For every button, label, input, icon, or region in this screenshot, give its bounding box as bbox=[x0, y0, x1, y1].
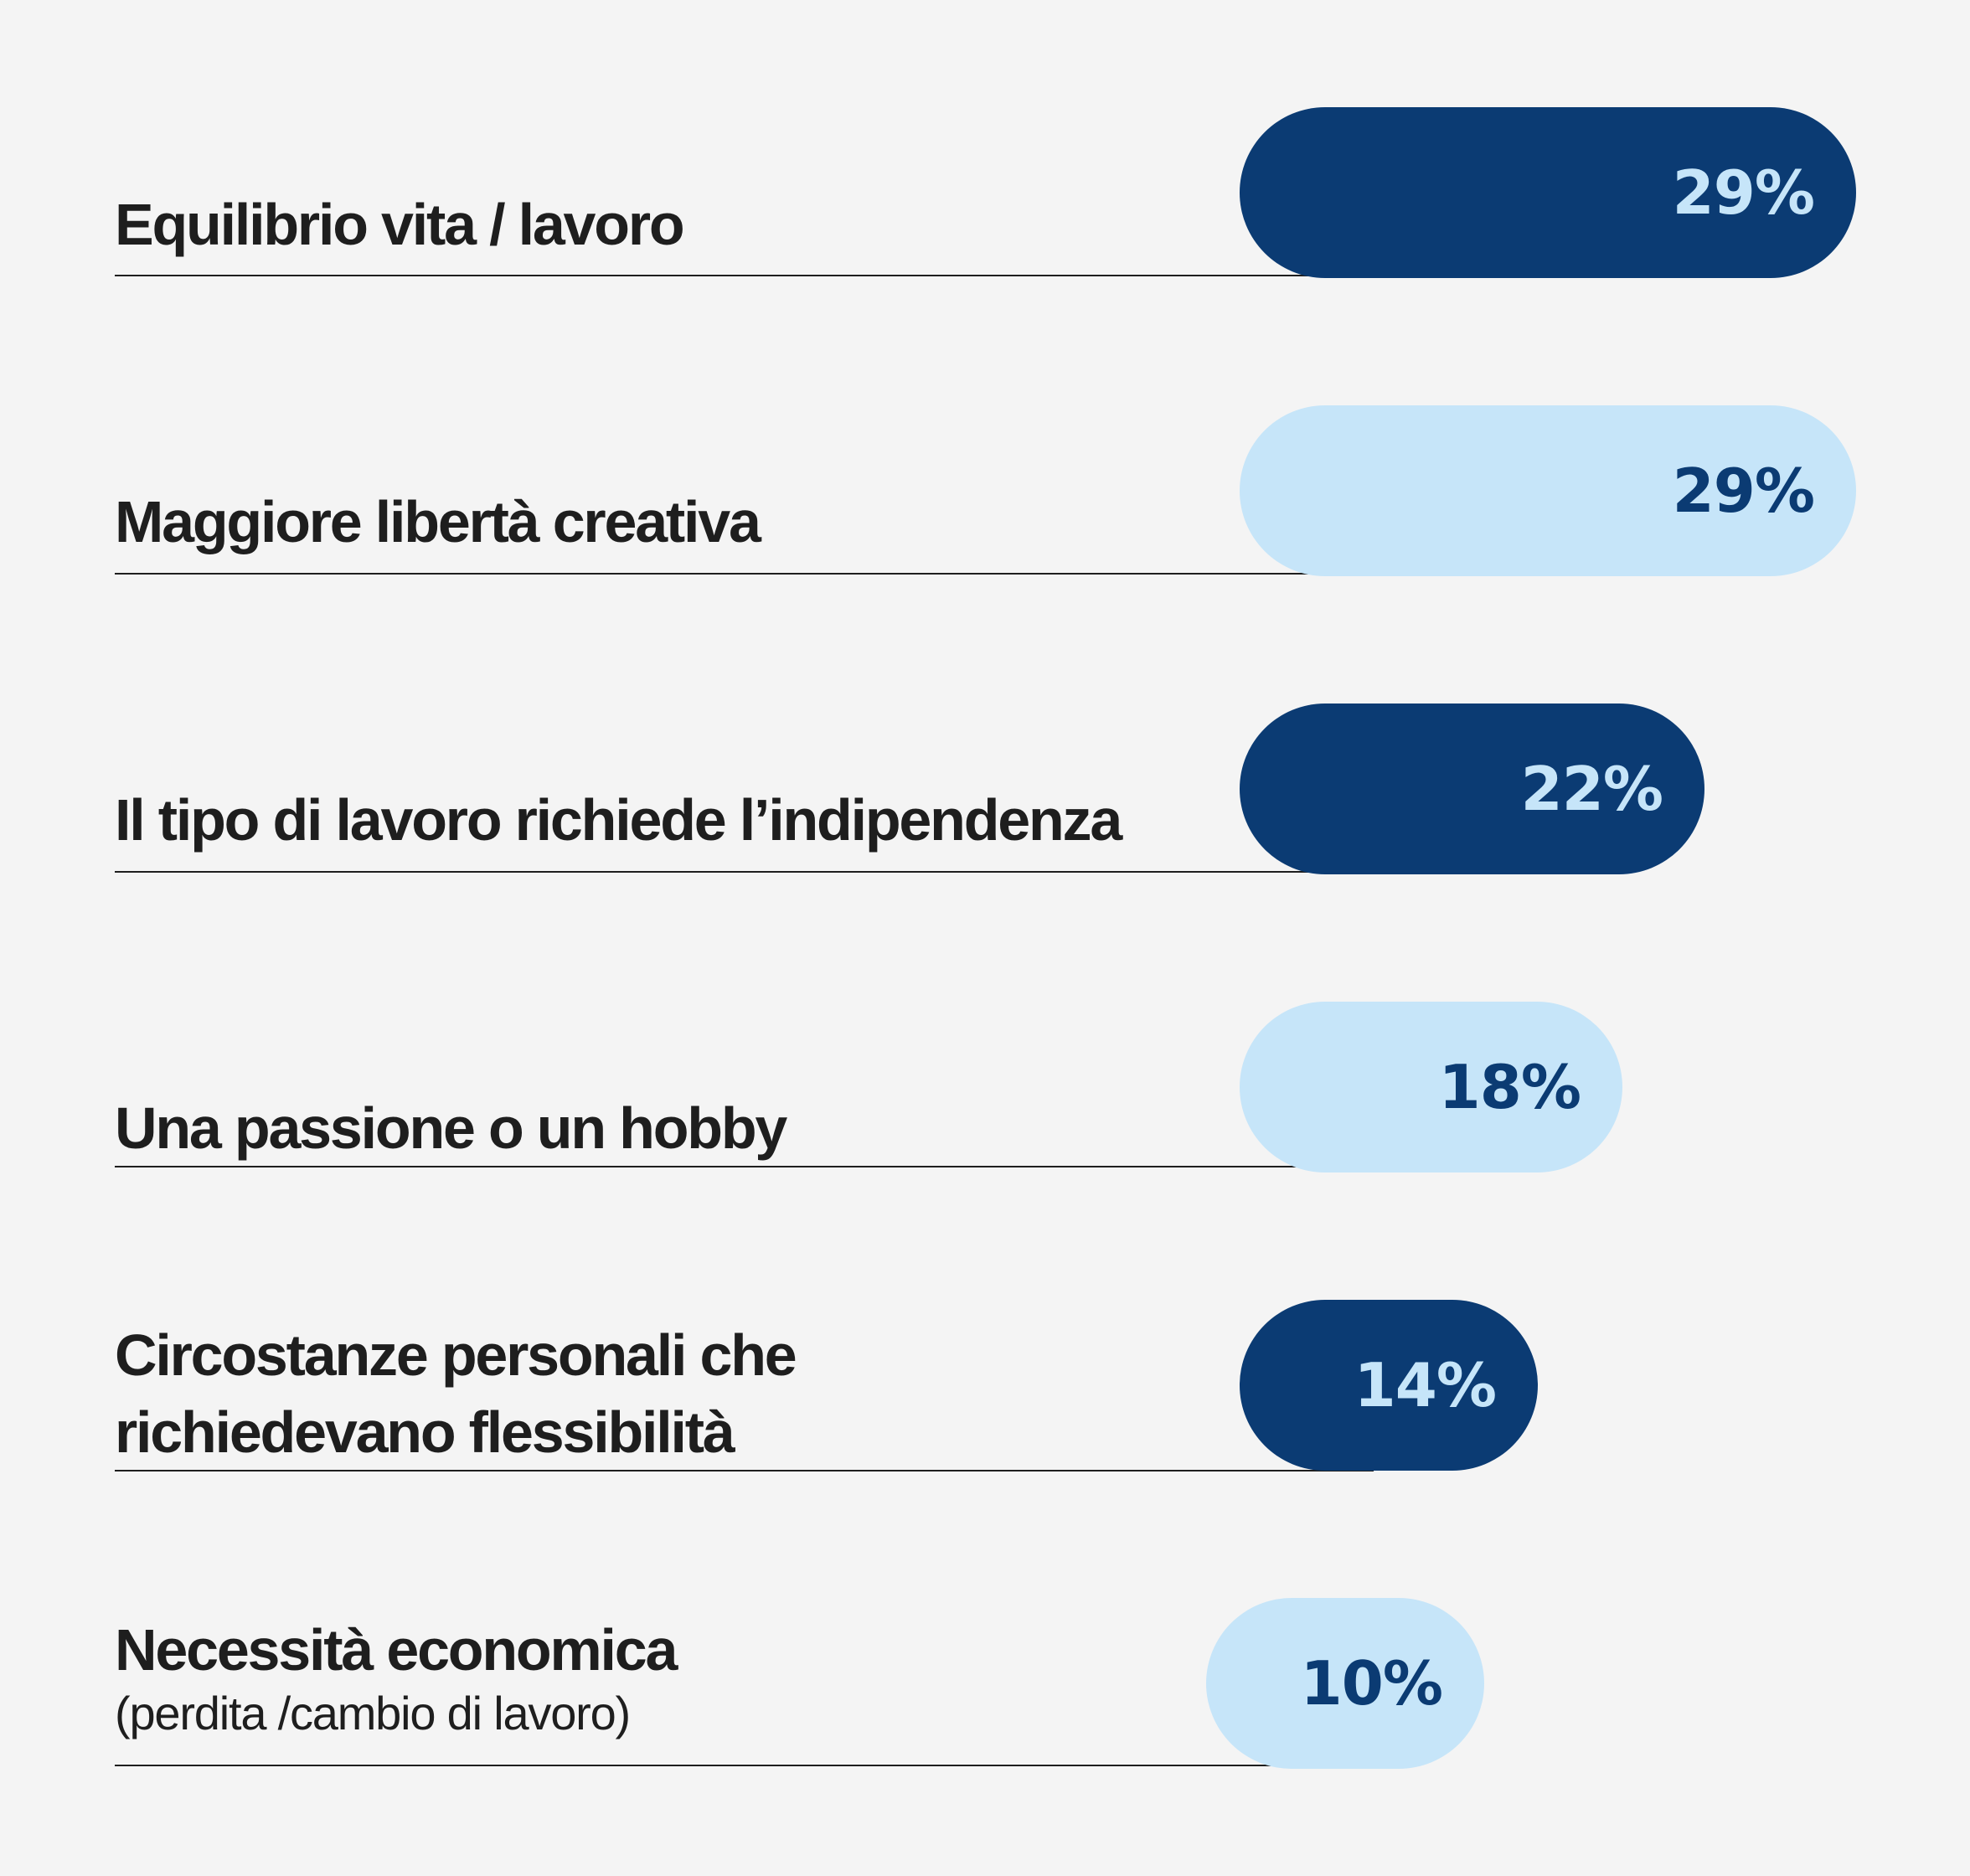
bar-value: 29% bbox=[1672, 157, 1815, 228]
row-divider bbox=[115, 1166, 1329, 1167]
bar-value: 18% bbox=[1438, 1052, 1581, 1122]
bar-value: 29% bbox=[1672, 456, 1815, 526]
bar-label-line2: richiedevano flessibilità bbox=[115, 1399, 735, 1465]
bar-label: Circostanze personali che richiedevano f… bbox=[115, 1317, 797, 1471]
row-divider bbox=[115, 871, 1371, 873]
bar-sublabel: (perdita /cambio di lavoro) bbox=[115, 1687, 631, 1739]
bar-liberta-creativa: 29% bbox=[1240, 405, 1856, 576]
bar-circostanze-personali: 14% bbox=[1240, 1300, 1538, 1471]
row-divider bbox=[115, 573, 1371, 575]
bar-necessita-economica: 10% bbox=[1206, 1598, 1484, 1769]
bar-label: Una passione o un hobby bbox=[115, 1095, 787, 1161]
bar-value: 22% bbox=[1520, 754, 1663, 824]
row-divider bbox=[115, 1765, 1304, 1766]
bar-value: 14% bbox=[1354, 1350, 1497, 1420]
bar-label: Necessità economica (perdita /cambio di … bbox=[115, 1611, 678, 1745]
bar-label-main: Necessità economica bbox=[115, 1617, 678, 1683]
bar-label-line1: Circostanze personali che bbox=[115, 1322, 797, 1388]
bar-label: Maggiore libertà creativa bbox=[115, 489, 761, 554]
bar-passione-hobby: 18% bbox=[1240, 1002, 1622, 1172]
row-divider bbox=[115, 1470, 1374, 1471]
bar-value: 10% bbox=[1300, 1648, 1443, 1719]
bar-label: Il tipo di lavoro richiede l’indipendenz… bbox=[115, 787, 1122, 853]
row-divider bbox=[115, 275, 1371, 276]
bar-indipendenza: 22% bbox=[1240, 704, 1704, 874]
bar-label: Equilibrio vita / lavoro bbox=[115, 192, 685, 257]
bar-equilibrio: 29% bbox=[1240, 107, 1856, 278]
